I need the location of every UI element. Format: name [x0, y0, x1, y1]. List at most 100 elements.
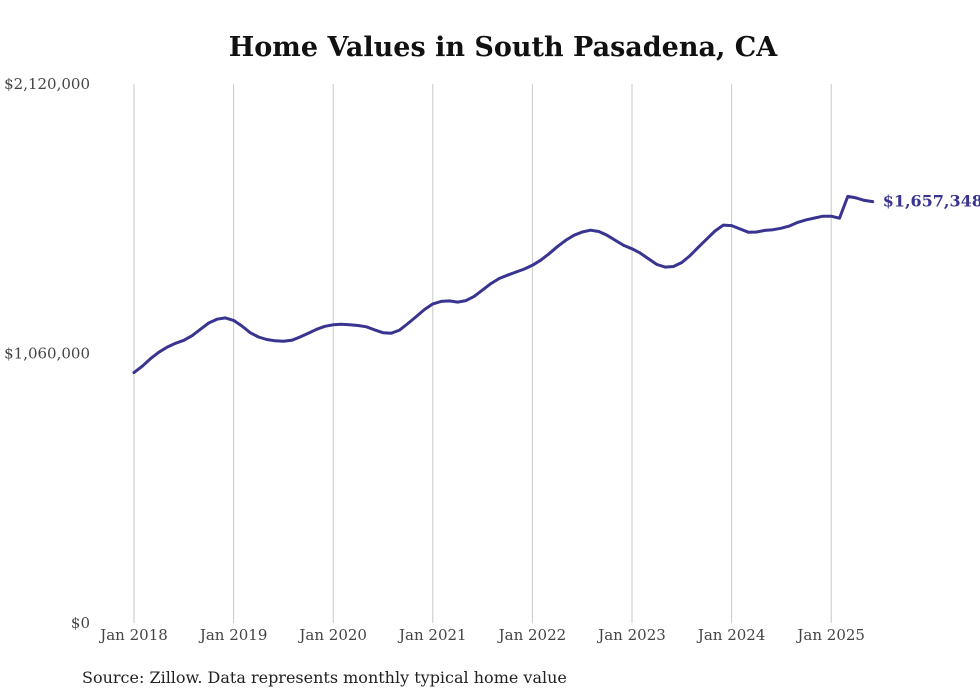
- data-point: [746, 230, 750, 234]
- data-point: [688, 254, 692, 257]
- data-point: [348, 323, 352, 327]
- y-tick-label: $2,120,000: [4, 75, 90, 93]
- data-point: [290, 339, 294, 342]
- source-note: Source: Zillow. Data represents monthly …: [82, 668, 567, 687]
- data-point: [165, 345, 169, 349]
- data-point: [722, 223, 725, 227]
- data-point: [149, 357, 152, 360]
- data-point: [763, 229, 767, 232]
- y-axis-ticks: $0 $1,060,000 $2,120,000: [4, 75, 90, 632]
- data-point: [182, 339, 186, 342]
- data-point: [356, 324, 360, 327]
- data-point: [190, 334, 194, 338]
- data-point: [464, 299, 468, 302]
- y-tick-label: $0: [71, 614, 90, 632]
- data-point: [157, 350, 161, 354]
- data-point: [497, 277, 501, 280]
- data-point: [522, 267, 526, 271]
- data-point: [622, 244, 625, 247]
- data-point: [788, 224, 791, 228]
- x-axis-ticks: Jan 2018 Jan 2019 Jan 2020 Jan 2021 Jan 2022…: [98, 626, 865, 644]
- data-point: [730, 224, 733, 227]
- data-point: [481, 288, 484, 292]
- data-point: [589, 228, 592, 232]
- data-point: [572, 234, 576, 237]
- data-point: [871, 200, 874, 203]
- data-point: [805, 218, 808, 222]
- data-point: [614, 239, 617, 242]
- data-point: [174, 342, 177, 345]
- data-point: [514, 270, 518, 274]
- data-point: [248, 331, 252, 335]
- data-point: [307, 331, 310, 335]
- data-point: [431, 302, 435, 306]
- end-value-label: $1,657,348: [883, 192, 980, 211]
- data-point: [315, 328, 318, 331]
- data-point: [331, 323, 335, 327]
- data-point: [863, 199, 866, 202]
- data-point: [390, 331, 393, 335]
- data-point: [647, 257, 650, 261]
- data-point: [132, 371, 136, 374]
- data-point: [813, 216, 816, 220]
- data-point: [423, 308, 426, 311]
- data-point: [439, 300, 443, 303]
- data-point: [215, 317, 219, 321]
- data-point: [639, 251, 642, 255]
- data-point: [780, 226, 783, 230]
- data-point: [854, 196, 858, 200]
- data-point: [232, 319, 235, 322]
- data-point: [298, 335, 302, 339]
- data-point: [697, 245, 700, 249]
- data-point: [580, 230, 584, 234]
- data-point: [506, 273, 509, 277]
- data-point: [547, 252, 551, 256]
- data-point: [257, 335, 260, 339]
- data-point: [755, 230, 758, 234]
- data-point: [630, 247, 634, 251]
- data-point: [340, 323, 343, 326]
- data-point: [224, 316, 227, 320]
- data-point: [273, 339, 277, 343]
- data-point: [564, 239, 567, 242]
- data-point: [846, 195, 850, 198]
- series-line: [132, 194, 875, 375]
- data-point: [414, 315, 418, 318]
- data-point: [489, 282, 493, 285]
- data-point: [406, 322, 410, 325]
- gridlines: [133, 84, 832, 623]
- data-point: [539, 258, 542, 262]
- data-point: [655, 263, 659, 266]
- x-tick-label: Jan 2020: [297, 626, 367, 644]
- data-point: [473, 295, 476, 298]
- data-point: [365, 325, 368, 329]
- data-point: [141, 364, 144, 368]
- x-tick-label: Jan 2025: [795, 626, 865, 644]
- end-label-layer: $1,657,348: [883, 192, 980, 211]
- data-point: [771, 228, 775, 231]
- data-point: [323, 325, 327, 328]
- data-point: [456, 300, 460, 304]
- data-point: [597, 230, 601, 233]
- data-point: [282, 340, 285, 343]
- data-point: [705, 237, 708, 241]
- data-point: [821, 214, 825, 218]
- data-point: [796, 221, 800, 224]
- x-tick-label: Jan 2021: [397, 626, 467, 644]
- y-tick-label: $1,060,000: [4, 345, 90, 363]
- data-point: [672, 265, 675, 268]
- series-layer: [132, 194, 875, 375]
- x-tick-label: Jan 2019: [198, 626, 268, 644]
- x-tick-label: Jan 2018: [98, 626, 168, 644]
- data-point: [381, 331, 385, 335]
- data-point: [265, 338, 269, 341]
- data-point: [531, 264, 534, 267]
- data-point: [838, 216, 841, 220]
- data-point: [373, 328, 377, 332]
- chart-title: Home Values in South Pasadena, CA: [228, 32, 778, 63]
- data-point: [713, 229, 717, 233]
- x-tick-label: Jan 2024: [696, 626, 766, 644]
- data-point: [207, 321, 210, 325]
- data-point: [199, 328, 202, 331]
